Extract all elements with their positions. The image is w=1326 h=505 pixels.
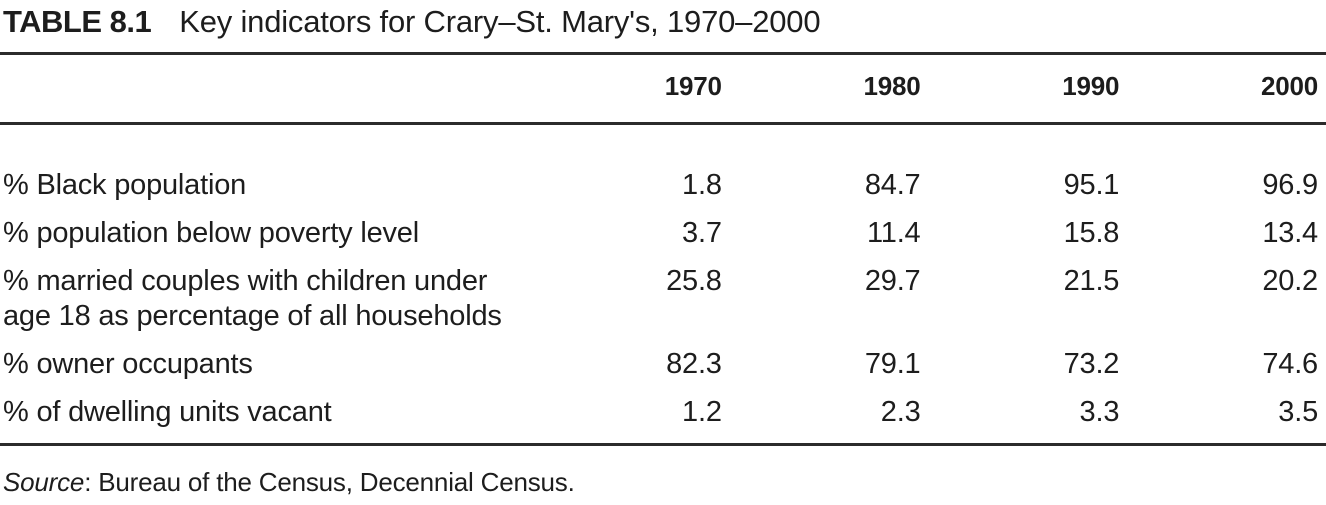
cell-value: 3.7	[682, 217, 722, 249]
cell-value: 21.5	[1063, 265, 1120, 297]
row-label: % married couples with children under ag…	[3, 265, 502, 332]
column-header-2000: 2000	[1260, 71, 1318, 101]
table-row: % of dwelling units vacant 1.2 2.3 3.3 3…	[3, 395, 1318, 430]
cell-value: 25.8	[666, 265, 722, 297]
column-header-1970: 1970	[664, 71, 722, 101]
source-note: Source: Bureau of the Census, Decennial …	[3, 467, 1318, 498]
cell-value: 1.8	[682, 169, 722, 201]
source-label: Source	[3, 467, 85, 497]
table-header-row: 1970 1980 1990 2000	[3, 55, 1318, 122]
cell-value: 13.4	[1262, 217, 1318, 249]
table-row: % population below poverty level 3.7 11.…	[3, 216, 1318, 251]
table-row: % owner occupants 82.3 79.1 73.2 74.6	[3, 347, 1318, 382]
table-caption: TABLE 8.1 Key indicators for Crary–St. Ma…	[3, 0, 1318, 40]
column-header-1990: 1990	[1062, 71, 1120, 101]
table-number: TABLE 8.1	[3, 4, 152, 39]
table-body: % Black population 1.8 84.7 95.1 96.9 % …	[3, 125, 1318, 430]
cell-value: 20.2	[1262, 265, 1318, 297]
row-label: % owner occupants	[3, 348, 253, 380]
row-label: % population below poverty level	[3, 217, 419, 249]
table-row: % Black population 1.8 84.7 95.1 96.9	[3, 168, 1318, 203]
column-header-1980: 1980	[863, 71, 921, 101]
cell-value: 95.1	[1063, 169, 1120, 201]
source-text: : Bureau of the Census, Decennial Census…	[84, 467, 575, 497]
table-row: % married couples with children under ag…	[3, 264, 1318, 334]
cell-value: 73.2	[1063, 348, 1120, 380]
cell-value: 1.2	[682, 396, 722, 428]
row-label: % of dwelling units vacant	[3, 396, 332, 428]
cell-value: 2.3	[880, 396, 921, 428]
cell-value: 15.8	[1063, 217, 1120, 249]
cell-value: 96.9	[1262, 169, 1318, 201]
cell-value: 82.3	[666, 348, 722, 380]
cell-value: 79.1	[864, 348, 921, 380]
cell-value: 74.6	[1262, 348, 1318, 380]
cell-value: 84.7	[864, 169, 921, 201]
cell-value: 11.4	[867, 217, 921, 249]
rule-header-bottom	[0, 122, 1326, 125]
cell-value: 3.5	[1278, 396, 1318, 428]
row-label: % Black population	[3, 169, 247, 201]
table-title-text: Key indicators for Crary–St. Mary's, 197…	[179, 4, 821, 39]
cell-value: 29.7	[864, 265, 921, 297]
cell-value: 3.3	[1079, 396, 1120, 428]
rule-bottom	[0, 443, 1326, 446]
rule-top	[0, 52, 1326, 55]
